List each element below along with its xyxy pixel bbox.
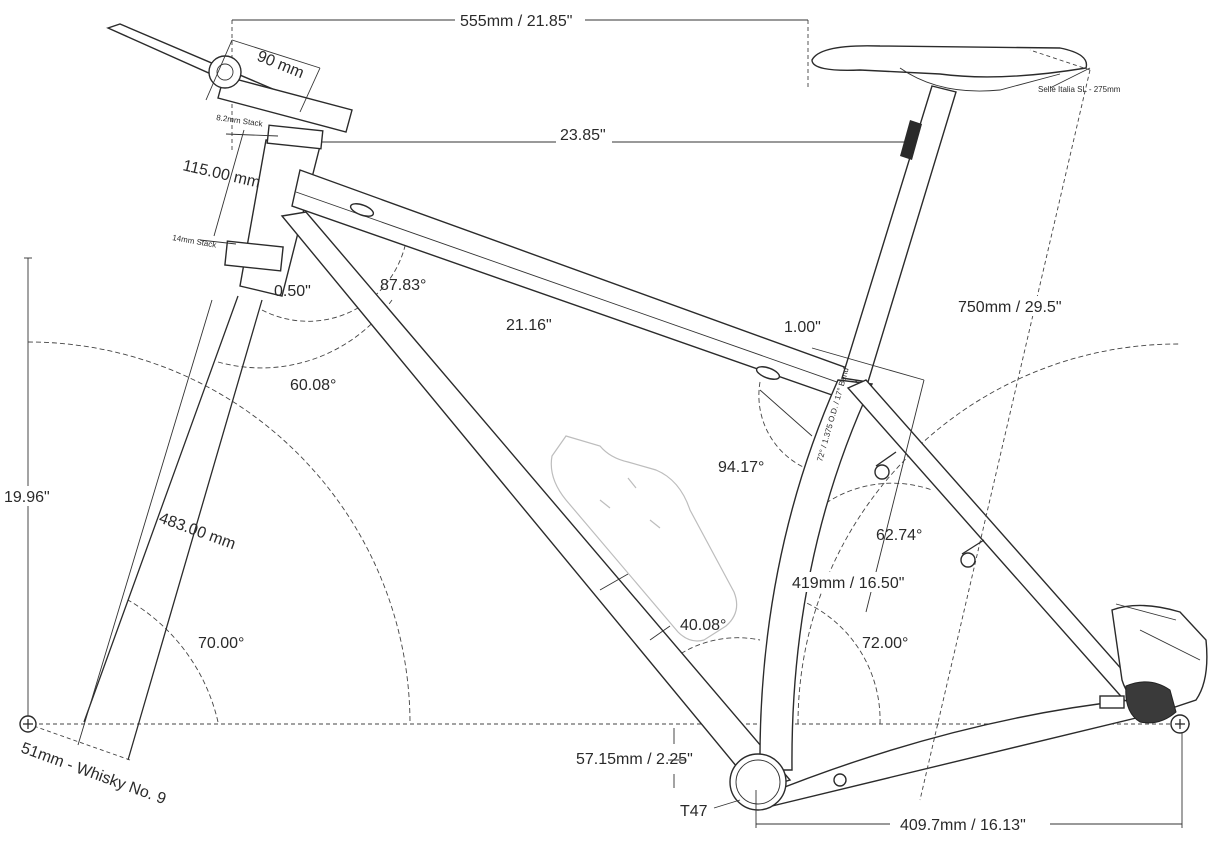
downtube-seattube-angle-label: 40.08°: [680, 617, 726, 634]
effective-top-tube-label: 23.85": [560, 127, 606, 144]
dimension-labels: 555mm / 21.85" 90 mm 8.2mm Stack 23.85" …: [2, 10, 1121, 834]
head-tube-top-angle-label: 87.83°: [380, 277, 426, 294]
seat-angle-label: 72.00°: [862, 635, 908, 652]
seat-top-angle-label: 94.17°: [718, 459, 764, 476]
head-downtube-angle-label: 60.08°: [290, 377, 336, 394]
bottom-bracket-label: T47: [680, 803, 708, 820]
frame: [239, 85, 1141, 811]
saddle-height-label: 750mm / 29.5": [958, 299, 1062, 316]
down-tube: [280, 211, 792, 791]
chainstay-dims: [668, 728, 1183, 828]
reach-label: 555mm / 21.85": [460, 13, 572, 30]
cockpit: [106, 23, 353, 272]
stem: [217, 75, 353, 133]
seat-tube: [759, 379, 874, 771]
seat-tube-length-label: 419mm / 16.50": [792, 575, 904, 592]
bottom-bracket-shell: [729, 753, 787, 811]
seatstay-angle-label: 62.74°: [876, 527, 922, 544]
headset-spacer: [266, 124, 324, 150]
fork: [27, 295, 263, 761]
water-bottle-icon: [550, 435, 738, 642]
stem-clamp: [208, 55, 242, 89]
headset-stack-label: 14mm Stack: [172, 233, 218, 250]
seat-post: [841, 85, 957, 383]
stem-stack-label: 8.2mm Stack: [216, 113, 264, 129]
saddle-label: Selle Italia SL - 275mm: [1038, 85, 1121, 94]
saddle: [811, 45, 1091, 92]
top-tube-seat-offset-label: 1.00": [784, 319, 821, 336]
top-tube: [291, 169, 859, 403]
dropout-axle-icon: [1170, 714, 1190, 734]
bb-drop-label: 57.15mm / 2.25": [576, 751, 693, 768]
head-angle-label: 70.00°: [198, 635, 244, 652]
head-tube-offset-label: 0.50": [274, 283, 311, 300]
brake-caliper-icon: [1099, 603, 1208, 724]
tire-label: 51mm - Whisky No. 9: [19, 740, 169, 808]
top-tube-length-label: 21.16": [506, 317, 552, 334]
front-axle-icon: [19, 715, 37, 733]
head-tube-length-label: 115.00 mm: [181, 157, 262, 191]
fork-length-label: 483.00 mm: [157, 510, 238, 553]
stem-length-label: 90 mm: [255, 48, 307, 82]
lower-headset: [224, 240, 284, 272]
chainstay-label: 409.7mm / 16.13": [900, 817, 1026, 834]
chain-stay: [760, 699, 1137, 807]
stack-label: 19.96": [4, 489, 50, 506]
bike-logo-icon: [900, 120, 922, 160]
cable-ports: [349, 203, 985, 787]
